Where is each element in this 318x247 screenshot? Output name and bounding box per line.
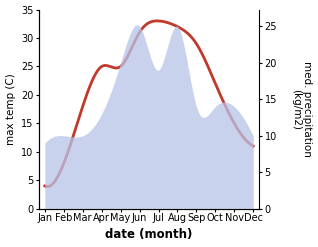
Y-axis label: max temp (C): max temp (C) bbox=[5, 73, 16, 145]
Y-axis label: med. precipitation
(kg/m2): med. precipitation (kg/m2) bbox=[291, 61, 313, 157]
X-axis label: date (month): date (month) bbox=[105, 228, 193, 242]
